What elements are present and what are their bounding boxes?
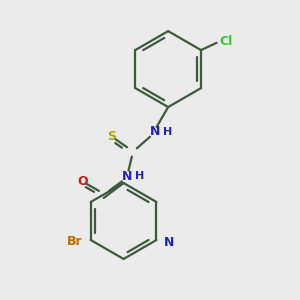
Text: O: O	[77, 175, 88, 188]
Text: S: S	[107, 130, 116, 143]
Text: Br: Br	[67, 235, 83, 248]
Text: N: N	[150, 125, 160, 138]
Text: N: N	[122, 170, 132, 183]
Text: Cl: Cl	[219, 35, 232, 48]
Text: H: H	[163, 127, 172, 137]
Text: N: N	[164, 236, 174, 249]
Text: H: H	[135, 171, 144, 182]
